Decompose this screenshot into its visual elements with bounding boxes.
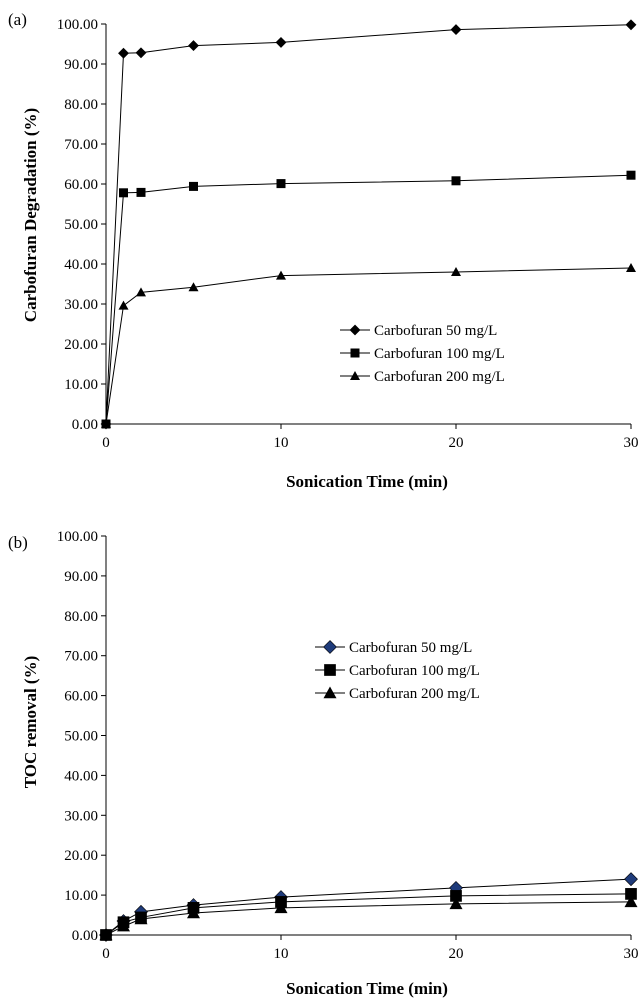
legend-label: Carbofuran 50 mg/L (349, 640, 472, 656)
data-point (188, 282, 199, 292)
y-tick-label: 60.00 (64, 177, 98, 193)
y-tick-label: 50.00 (64, 217, 98, 233)
legend-marker (350, 348, 360, 358)
legend-marker (323, 686, 337, 699)
y-tick-label: 90.00 (64, 57, 98, 73)
chart-panel-a: (a) Carbofuran Degradation (%) Sonicatio… (8, 10, 639, 491)
data-point (276, 270, 286, 280)
data-point (451, 176, 461, 186)
y-axis-title-a: Carbofuran Degradation (%) (21, 108, 40, 322)
legend-label: Carbofuran 100 mg/L (349, 663, 480, 679)
x-tick-label: 10 (274, 435, 289, 451)
y-tick-label: 30.00 (64, 808, 98, 824)
data-point (450, 24, 462, 36)
y-tick-label: 100.00 (57, 529, 98, 545)
data-point (119, 188, 128, 198)
data-point (189, 181, 198, 191)
y-tick-label: 40.00 (64, 768, 98, 784)
legend-label: Carbofuran 100 mg/L (374, 346, 505, 362)
y-tick-label: 0.00 (72, 417, 98, 433)
series-diamond (99, 872, 638, 942)
data-point (134, 912, 148, 925)
legend-marker (349, 324, 361, 336)
x-tick-label: 30 (624, 435, 639, 451)
legend-label: Carbofuran 200 mg/L (374, 369, 505, 385)
series-square (101, 170, 636, 429)
series-line (105, 24, 632, 425)
y-tick-label: 100.00 (57, 17, 98, 33)
data-point (135, 47, 147, 59)
y-axis-title-b: TOC removal (%) (21, 656, 40, 789)
x-tick-label: 0 (102, 946, 110, 962)
panel-label-a: (a) (8, 10, 27, 29)
x-axis-title-a: Sonication Time (min) (286, 472, 448, 491)
y-tick-label: 10.00 (64, 888, 98, 904)
y-tick-label: 30.00 (64, 297, 98, 313)
series-line (105, 174, 632, 425)
legend-marker (324, 664, 336, 676)
y-tick-label: 10.00 (64, 377, 98, 393)
plot-area-b: 0.00 10.00 20.00 30.00 40.00 50.00 60.00 70.00 8… (57, 529, 639, 962)
y-tick-label: 60.00 (64, 689, 98, 705)
series-triangle (99, 895, 638, 941)
y-tick-label: 80.00 (64, 609, 98, 625)
x-tick-label: 20 (449, 946, 464, 962)
data-point (187, 906, 200, 919)
data-point (449, 897, 463, 910)
panel-label-b: (b) (8, 533, 28, 552)
y-tick-label: 70.00 (64, 649, 98, 665)
data-point (136, 187, 146, 197)
legend-marker (323, 640, 337, 654)
data-point (624, 872, 638, 887)
x-tick-label: 0 (102, 435, 110, 451)
data-point (626, 170, 636, 180)
data-point (274, 901, 288, 914)
y-tick-label: 40.00 (64, 257, 98, 273)
data-point (117, 919, 130, 932)
data-point (626, 263, 636, 272)
data-point (118, 300, 129, 310)
data-point (624, 895, 638, 908)
y-tick-label: 90.00 (64, 569, 98, 585)
plot-area-a: 0.00 10.00 20.00 30.00 40.00 50.00 60.00 70.00 8… (57, 17, 639, 451)
y-tick-label: 80.00 (64, 97, 98, 113)
data-point (625, 888, 637, 900)
data-point (188, 40, 199, 52)
legend-marker (350, 371, 360, 380)
data-point (99, 928, 113, 941)
legend-label: Carbofuran 200 mg/L (349, 686, 480, 702)
series-triangle (101, 263, 636, 428)
data-point (625, 19, 637, 31)
legend: Carbofuran 50 mg/L Carbofuran 100 mg/L Car… (340, 323, 505, 385)
series-line (105, 901, 632, 936)
chart-panel-b: (b) TOC removal (%) Sonication Time (min… (8, 529, 639, 998)
data-point (118, 47, 129, 59)
legend: Carbofuran 50 mg/L Carbofuran 100 mg/L Car… (315, 640, 480, 702)
x-axis-title-b: Sonication Time (min) (286, 979, 448, 998)
y-tick-label: 0.00 (72, 928, 98, 944)
series-line (105, 878, 632, 936)
x-tick-label: 30 (624, 946, 639, 962)
series-line (105, 267, 632, 425)
x-tick-label: 20 (449, 435, 464, 451)
data-point (276, 179, 286, 189)
y-tick-label: 20.00 (64, 848, 98, 864)
x-tick-label: 10 (274, 946, 289, 962)
y-tick-label: 50.00 (64, 729, 98, 745)
data-point (101, 419, 111, 428)
data-point (275, 36, 287, 48)
y-tick-label: 20.00 (64, 337, 98, 353)
series-diamond (100, 19, 637, 430)
data-point (451, 267, 461, 276)
legend-label: Carbofuran 50 mg/L (374, 323, 497, 339)
y-tick-label: 70.00 (64, 137, 98, 153)
data-point (450, 890, 462, 902)
data-point (136, 287, 146, 297)
